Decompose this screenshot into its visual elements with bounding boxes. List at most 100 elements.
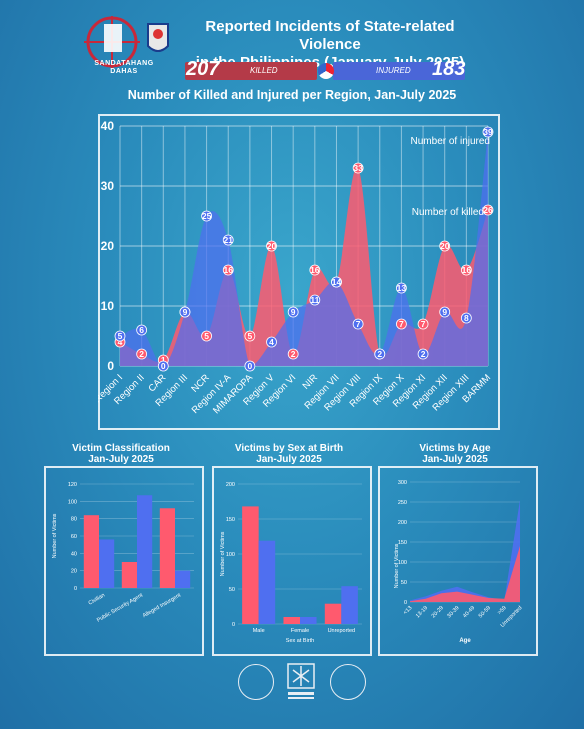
- data-point-injured: [266, 336, 277, 348]
- data-point-injured: [244, 360, 256, 372]
- bar-killed: [242, 506, 259, 624]
- data-label-injured: 8: [464, 313, 469, 323]
- data-label-injured: 39: [483, 127, 493, 137]
- x-tick-label: 50-59: [478, 605, 492, 619]
- data-label-injured: 9: [291, 307, 296, 317]
- x-tick-label: 20-29: [431, 605, 445, 619]
- data-point-killed: [222, 264, 234, 276]
- bar-injured: [137, 495, 153, 588]
- y-tick-label: 250: [398, 500, 407, 506]
- age-panel: [378, 466, 538, 656]
- y-tick-label: 0: [232, 622, 235, 628]
- data-point-injured: [114, 330, 126, 342]
- y-tick-label: 0: [404, 600, 407, 606]
- data-point-killed: [309, 264, 321, 276]
- classification-title-text: Victim Classification: [72, 443, 170, 454]
- series-label-killed: Number of killed: [412, 207, 484, 218]
- y-tick-label: 10: [101, 299, 115, 313]
- data-label-injured: 21: [224, 235, 234, 245]
- university-seal-logo: [238, 664, 274, 700]
- y-tick-label: 80: [71, 517, 77, 523]
- y-tick-label: 0: [74, 586, 77, 592]
- x-axis-label: Age: [459, 638, 471, 644]
- x-tick-label: 30-39: [446, 605, 460, 619]
- data-label-injured: 4: [269, 337, 274, 347]
- data-label-injured: 7: [356, 319, 361, 329]
- x-tick-label: Civilian: [88, 593, 106, 607]
- classification-title: Victim Classification Jan-July 2025: [46, 443, 196, 465]
- data-point-killed: [417, 318, 429, 330]
- data-label-injured: 6: [139, 325, 144, 335]
- classification-bar-chart: 0 20 40 60 80 100 120 Number of Victims Civilian…: [52, 482, 194, 624]
- x-tick-label: 13-19: [415, 605, 429, 619]
- sandatahang-dahas-logo: SANDATAHANG DAHAS: [84, 14, 174, 78]
- y-axis-label: Number of Victims: [52, 513, 58, 558]
- data-label-killed: 33: [353, 163, 363, 173]
- region-area-chart: 0102030404219516520216143327720162656092…: [98, 119, 494, 416]
- data-label-killed: 5: [248, 331, 253, 341]
- y-tick-label: 20: [71, 569, 77, 575]
- partner-seal-logo: [330, 664, 366, 700]
- data-point-injured: [439, 306, 451, 318]
- injured-total: 183: [432, 58, 466, 80]
- data-point-killed: [201, 330, 212, 342]
- bar-injured: [175, 570, 191, 588]
- killed-label: KILLED: [250, 66, 278, 75]
- y-tick-label: 100: [68, 499, 77, 505]
- data-label-killed: 20: [267, 241, 277, 251]
- main-chart-frame: [98, 114, 500, 430]
- age-area-killed: [410, 546, 520, 602]
- y-tick-label: 100: [398, 560, 407, 566]
- data-label-injured: 25: [202, 211, 212, 221]
- y-tick-label: 150: [226, 517, 235, 523]
- data-point-injured: [179, 306, 191, 318]
- y-tick-label: 300: [398, 480, 407, 486]
- bar-injured: [341, 586, 358, 624]
- data-label-killed: 5: [204, 331, 209, 341]
- y-tick-label: 40: [71, 551, 77, 557]
- classification-subtitle-text: Jan-July 2025: [88, 454, 154, 465]
- y-tick-label: 150: [398, 540, 407, 546]
- data-point-injured: [309, 294, 321, 306]
- age-title: Victims by Age Jan-July 2025: [380, 443, 530, 465]
- bar-killed: [283, 617, 300, 624]
- bar-killed: [324, 603, 342, 624]
- data-point-injured: [352, 318, 364, 330]
- x-tick-label: >59: [497, 605, 508, 616]
- y-tick-label: 50: [229, 587, 235, 593]
- age-area-chart: 0 50 100 150 200 250 300 Number of Victims <13 13…: [394, 480, 523, 644]
- main-chart-title: Number of Killed and Injured per Region,…: [127, 88, 457, 102]
- bar-killed: [83, 515, 99, 588]
- data-point-injured: [417, 348, 429, 360]
- age-subtitle-text: Jan-July 2025: [422, 454, 488, 465]
- bar-injured: [99, 539, 115, 588]
- bar-killed: [121, 562, 137, 588]
- data-point-killed: [439, 240, 451, 252]
- data-point-injured: [201, 210, 212, 222]
- data-label-injured: 13: [397, 283, 407, 293]
- injured-label: INJURED: [376, 66, 411, 75]
- bar-killed: [159, 508, 175, 588]
- data-label-killed: 2: [139, 349, 144, 359]
- data-point-killed: [352, 162, 364, 174]
- y-tick-label: 40: [101, 119, 115, 133]
- data-label-injured: 9: [183, 307, 188, 317]
- killed-total-bar: [185, 62, 317, 80]
- y-axis-label: Number of Victims: [220, 531, 226, 576]
- data-point-killed: [460, 264, 472, 276]
- sex-panel: [212, 466, 372, 656]
- data-label-killed: 16: [310, 265, 320, 275]
- data-label-injured: 2: [377, 349, 382, 359]
- y-axis-label: Number of Victims: [394, 543, 400, 588]
- data-point-killed: [396, 318, 407, 330]
- data-label-killed: 16: [462, 265, 472, 275]
- x-tick-label: Alleged Insurgent: [142, 592, 182, 619]
- data-point-killed: [136, 348, 148, 360]
- data-point-injured: [136, 324, 148, 336]
- y-tick-label: 0: [107, 359, 114, 373]
- data-label-killed: 2: [291, 349, 296, 359]
- y-tick-label: 60: [71, 534, 77, 540]
- data-point-killed: [287, 348, 299, 360]
- title-line-1: Reported Incidents of State-related Viol…: [205, 18, 455, 53]
- data-point-injured: [287, 306, 299, 318]
